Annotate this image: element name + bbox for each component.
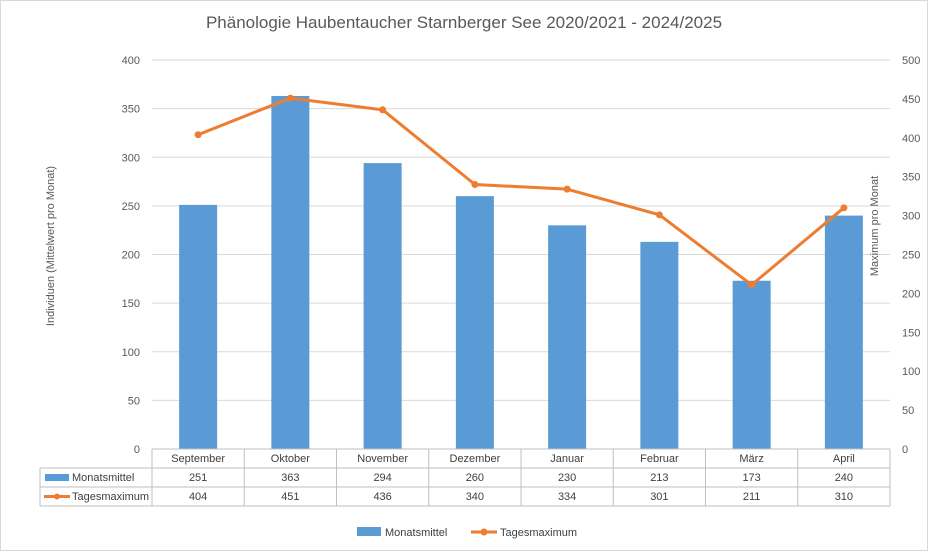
table-key-monatsmittel (45, 474, 69, 481)
bar-monatsmittel (548, 225, 587, 449)
y2-tick-label: 50 (902, 405, 914, 417)
point-tagesmaximum (379, 106, 387, 114)
y2-tick-label: 100 (902, 366, 920, 378)
point-tagesmaximum (563, 185, 571, 193)
data-label-monatsmittel: 230 (558, 472, 576, 484)
category-label: September (171, 453, 225, 465)
table-row-header: Tagesmaximum (72, 491, 149, 503)
category-label: Oktober (271, 453, 310, 465)
data-label-monatsmittel: 251 (189, 472, 207, 484)
y-axis-title: Individuen (Mittelwert pro Monat) (45, 166, 57, 326)
category-label: Dezember (450, 453, 501, 465)
data-label-monatsmittel: 240 (835, 472, 853, 484)
y2-tick-label: 150 (902, 327, 920, 339)
y2-tick-label: 200 (902, 288, 920, 300)
y2-tick-label: 400 (902, 133, 920, 145)
y2-tick-label: 250 (902, 250, 920, 262)
bar-monatsmittel (179, 204, 218, 449)
y2-tick-layer: 0 50 100 150 200 250 300 350 400 450 500 (902, 55, 920, 456)
y-tick-label: 400 (122, 55, 140, 67)
y-tick-label: 50 (128, 395, 140, 407)
point-tagesmaximum (655, 211, 663, 219)
bar-monatsmittel (363, 163, 402, 449)
data-label-monatsmittel: 294 (373, 472, 391, 484)
legend-key-monatsmittel (357, 527, 381, 536)
y2-tick-label: 350 (902, 172, 920, 184)
category-label: Januar (550, 453, 584, 465)
data-label-monatsmittel: 363 (281, 472, 299, 484)
legend-key-marker (480, 528, 488, 536)
point-tagesmaximum (840, 204, 848, 212)
data-label-monatsmittel: 260 (466, 472, 484, 484)
y-tick-layer: 0 50 100 150 200 250 300 350 400 (122, 55, 140, 456)
data-label-tagesmaximum: 301 (650, 491, 668, 503)
bar-monatsmittel (640, 241, 679, 449)
data-label-tagesmaximum: 211 (743, 491, 761, 503)
y2-tick-label: 0 (902, 444, 908, 456)
y-tick-label: 0 (134, 444, 140, 456)
point-tagesmaximum (471, 180, 479, 188)
y2-axis-title: Maximum pro Monat (869, 176, 881, 276)
bar-monatsmittel (732, 280, 771, 449)
category-label: November (357, 453, 408, 465)
legend-label-tagesmaximum: Tagesmaximum (500, 527, 577, 539)
y-tick-label: 350 (122, 104, 140, 116)
table-row-header: Monatsmittel (72, 472, 134, 484)
category-label: April (833, 453, 855, 465)
y-tick-label: 200 (122, 250, 140, 262)
data-label-tagesmaximum: 404 (189, 491, 207, 503)
y2-tick-label: 300 (902, 211, 920, 223)
data-label-tagesmaximum: 340 (466, 491, 484, 503)
bar-layer (179, 95, 863, 450)
data-label-tagesmaximum: 310 (835, 491, 853, 503)
point-tagesmaximum (194, 131, 202, 139)
chart-title: Phänologie Haubentaucher Starnberger See… (206, 13, 722, 32)
point-tagesmaximum (286, 94, 294, 102)
legend-label-monatsmittel: Monatsmittel (385, 527, 447, 539)
data-label-tagesmaximum: 334 (558, 491, 576, 503)
data-label-monatsmittel: 213 (650, 472, 668, 484)
data-label-tagesmaximum: 451 (281, 491, 299, 503)
y2-tick-label: 450 (902, 94, 920, 106)
point-tagesmaximum (748, 281, 756, 289)
data-label-tagesmaximum: 436 (373, 491, 391, 503)
y-tick-label: 100 (122, 347, 140, 359)
y-tick-label: 250 (122, 201, 140, 213)
bar-monatsmittel (271, 95, 310, 450)
category-label: Februar (640, 453, 679, 465)
y-tick-label: 300 (122, 152, 140, 164)
y-tick-label: 150 (122, 298, 140, 310)
table-key-marker (54, 493, 60, 500)
data-label-monatsmittel: 173 (742, 472, 760, 484)
line-layer (194, 94, 848, 289)
bar-monatsmittel (824, 215, 863, 449)
legend: Monatsmittel Tagesmaximum (357, 527, 577, 539)
bar-monatsmittel (455, 196, 494, 449)
data-table: September 251 404 Oktober 363 451 November 294 4… (39, 448, 891, 507)
y2-tick-label: 500 (902, 55, 920, 67)
category-label: März (739, 453, 763, 465)
line-tagesmaximum (197, 96, 845, 287)
